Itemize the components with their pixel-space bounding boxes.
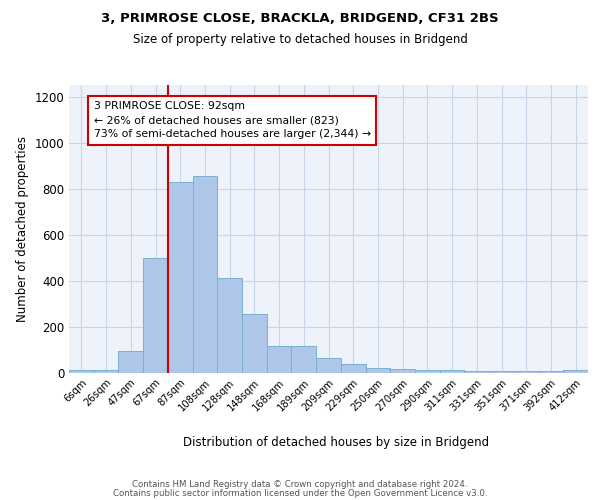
Bar <box>118 350 143 372</box>
Bar <box>440 370 464 372</box>
Y-axis label: Number of detached properties: Number of detached properties <box>16 136 29 322</box>
Bar <box>242 314 267 372</box>
Bar <box>563 370 588 372</box>
Bar <box>143 258 168 372</box>
Text: Distribution of detached houses by size in Bridgend: Distribution of detached houses by size … <box>183 436 489 449</box>
Bar <box>365 368 390 372</box>
Bar <box>292 346 316 372</box>
Text: Size of property relative to detached houses in Bridgend: Size of property relative to detached ho… <box>133 32 467 46</box>
Bar <box>69 370 94 372</box>
Bar <box>316 358 341 372</box>
Bar <box>390 369 415 372</box>
Text: Contains HM Land Registry data © Crown copyright and database right 2024.: Contains HM Land Registry data © Crown c… <box>132 480 468 489</box>
Text: 3, PRIMROSE CLOSE, BRACKLA, BRIDGEND, CF31 2BS: 3, PRIMROSE CLOSE, BRACKLA, BRIDGEND, CF… <box>101 12 499 26</box>
Bar <box>341 364 365 372</box>
Bar <box>415 370 440 372</box>
Bar <box>217 278 242 372</box>
Text: Contains public sector information licensed under the Open Government Licence v3: Contains public sector information licen… <box>113 488 487 498</box>
Bar <box>193 176 217 372</box>
Bar <box>94 370 118 372</box>
Bar <box>267 346 292 372</box>
Bar <box>168 182 193 372</box>
Text: 3 PRIMROSE CLOSE: 92sqm
← 26% of detached houses are smaller (823)
73% of semi-d: 3 PRIMROSE CLOSE: 92sqm ← 26% of detache… <box>94 101 371 139</box>
